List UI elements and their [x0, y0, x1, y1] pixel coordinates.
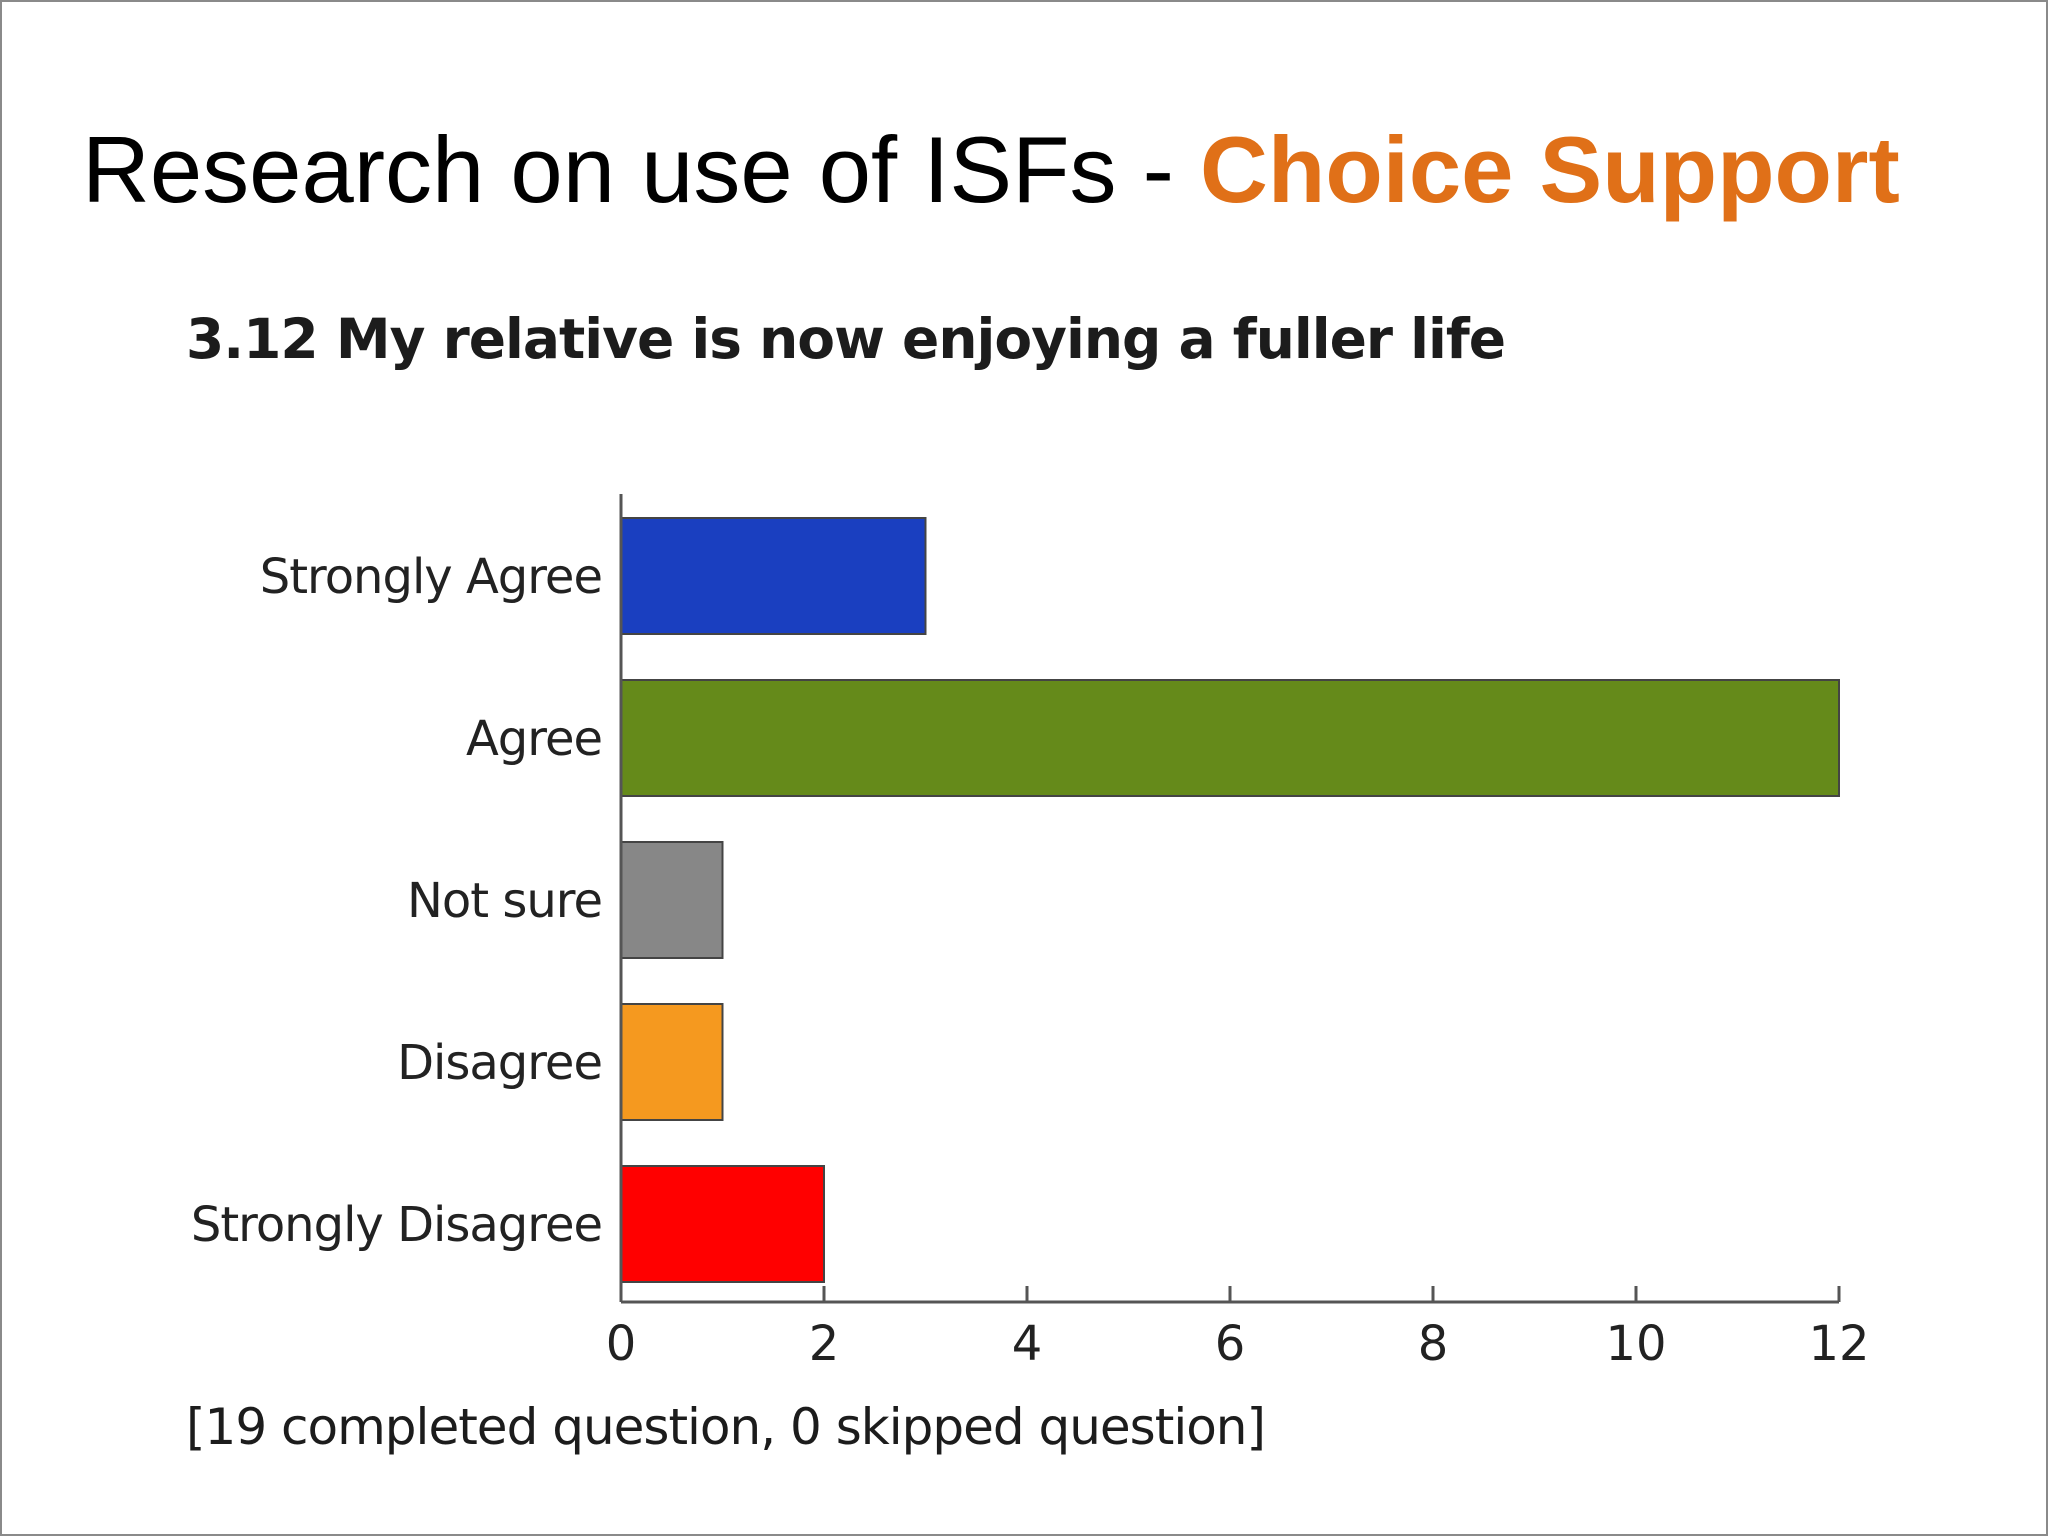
x-tick-label: 12: [1808, 1316, 1869, 1372]
chart-bars: [620, 517, 1840, 1283]
category-label: Not sure: [407, 873, 602, 929]
category-label: Disagree: [397, 1035, 602, 1091]
x-ticks: 0 2 4 6 8 10 12: [606, 1286, 1870, 1372]
bar-strongly-disagree: [620, 1165, 825, 1283]
bar-not-sure: [620, 841, 724, 959]
slide-title-accent: Choice Support: [1200, 117, 1900, 222]
category-label: Strongly Agree: [260, 549, 602, 605]
bar-strongly-agree: [620, 517, 927, 635]
bar-disagree: [620, 1003, 724, 1121]
category-labels: Strongly Agree Agree Not sure Disagree Stron…: [191, 549, 603, 1253]
slide-title-prefix: Research on use of ISFs -: [82, 117, 1201, 222]
x-tick-label: 2: [809, 1316, 840, 1372]
x-tick-label: 8: [1418, 1316, 1449, 1372]
slide-title: Research on use of ISFs - Choice Support: [82, 110, 1900, 230]
x-tick-label: 4: [1012, 1316, 1043, 1372]
category-label: Strongly Disagree: [191, 1197, 602, 1253]
chart-title: 3.12 My relative is now enjoying a fulle…: [186, 307, 1506, 371]
x-tick-label: 10: [1605, 1316, 1666, 1372]
x-tick-label: 6: [1215, 1316, 1246, 1372]
category-label: Agree: [466, 711, 602, 767]
x-tick-label: 0: [606, 1316, 637, 1372]
bar-agree: [620, 679, 1840, 797]
footnote: [19 completed question, 0 skipped questi…: [186, 1398, 1266, 1456]
